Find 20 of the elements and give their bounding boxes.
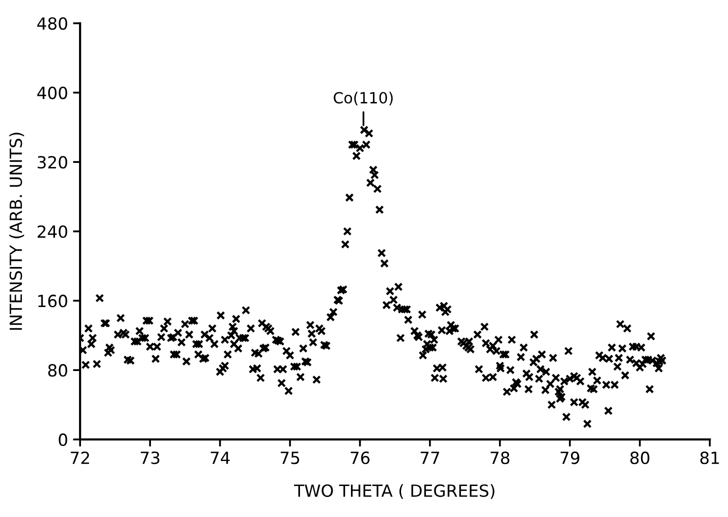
x-tick-label: 73 [140,452,160,464]
x-tick-label: 79 [560,452,580,464]
annotation: Co(110) [334,92,393,106]
x-tick-label: 81 [700,452,719,464]
x-tick-label: 77 [420,452,440,464]
y-tick-label: 240 [38,225,68,238]
x-tick-label: 75 [280,452,300,464]
x-tick-label: 72 [70,452,90,464]
x-tick-label: 76 [350,452,370,464]
y-tick-label: 0 [58,433,68,446]
y-tick-label: 160 [38,294,68,308]
y-tick-label: 80 [48,364,68,377]
y-tick-label: 480 [37,17,68,30]
y-tick-label: 320 [38,156,68,169]
y-axis-title: INTENSITY (ARB. UNITS) [9,132,24,330]
x-tick-label: 78 [490,452,510,464]
x-axis-title: TWO THETA ( DEGREES) [294,484,494,499]
x-tick-label: 80 [630,452,650,464]
y-tick-label: 400 [37,86,68,100]
x-tick-label: 74 [210,452,230,464]
